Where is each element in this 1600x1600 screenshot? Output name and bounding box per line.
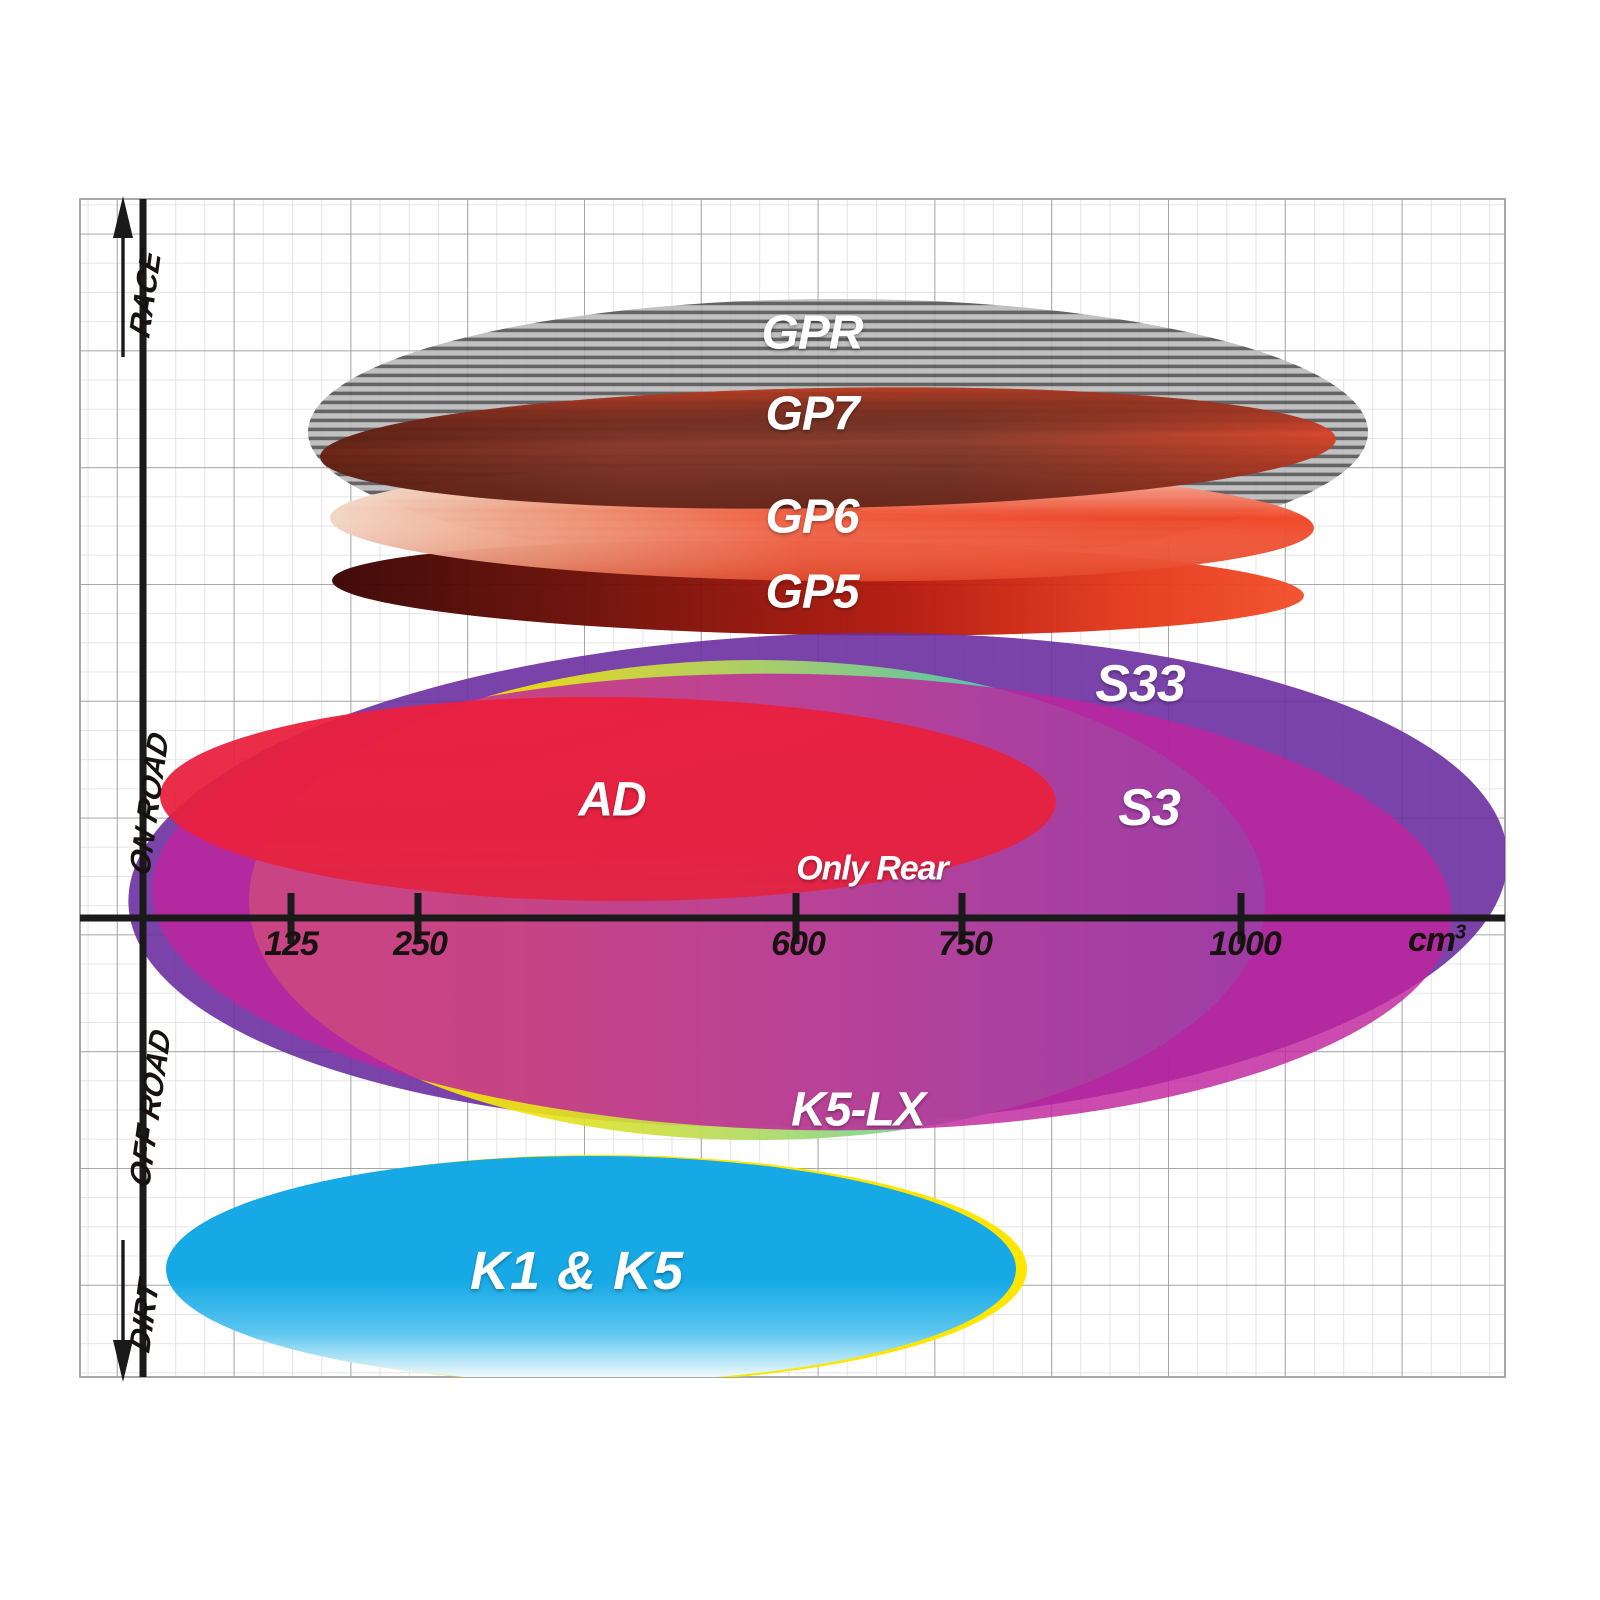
x-tick-label-125: 125 [264, 925, 319, 963]
x-tick-label-1000: 1000 [1209, 925, 1282, 963]
x-tick-label-250: 250 [393, 925, 448, 963]
bubble-k1k5 [166, 1155, 1027, 1377]
bubble-ad [160, 696, 1056, 902]
x-axis-unit-label: cm3 [1408, 921, 1466, 960]
x-tick-marks [287, 893, 1245, 944]
x-tick-label-750: 750 [938, 925, 993, 963]
x-tick-label-600: 600 [771, 925, 826, 963]
x-axis-unit-text: cm [1408, 921, 1456, 959]
axis-arrow-up [113, 196, 133, 357]
bubble-gp7 [320, 387, 1336, 509]
axis-arrow-down [113, 1240, 133, 1382]
x-axis-unit-exponent: 3 [1455, 921, 1466, 944]
